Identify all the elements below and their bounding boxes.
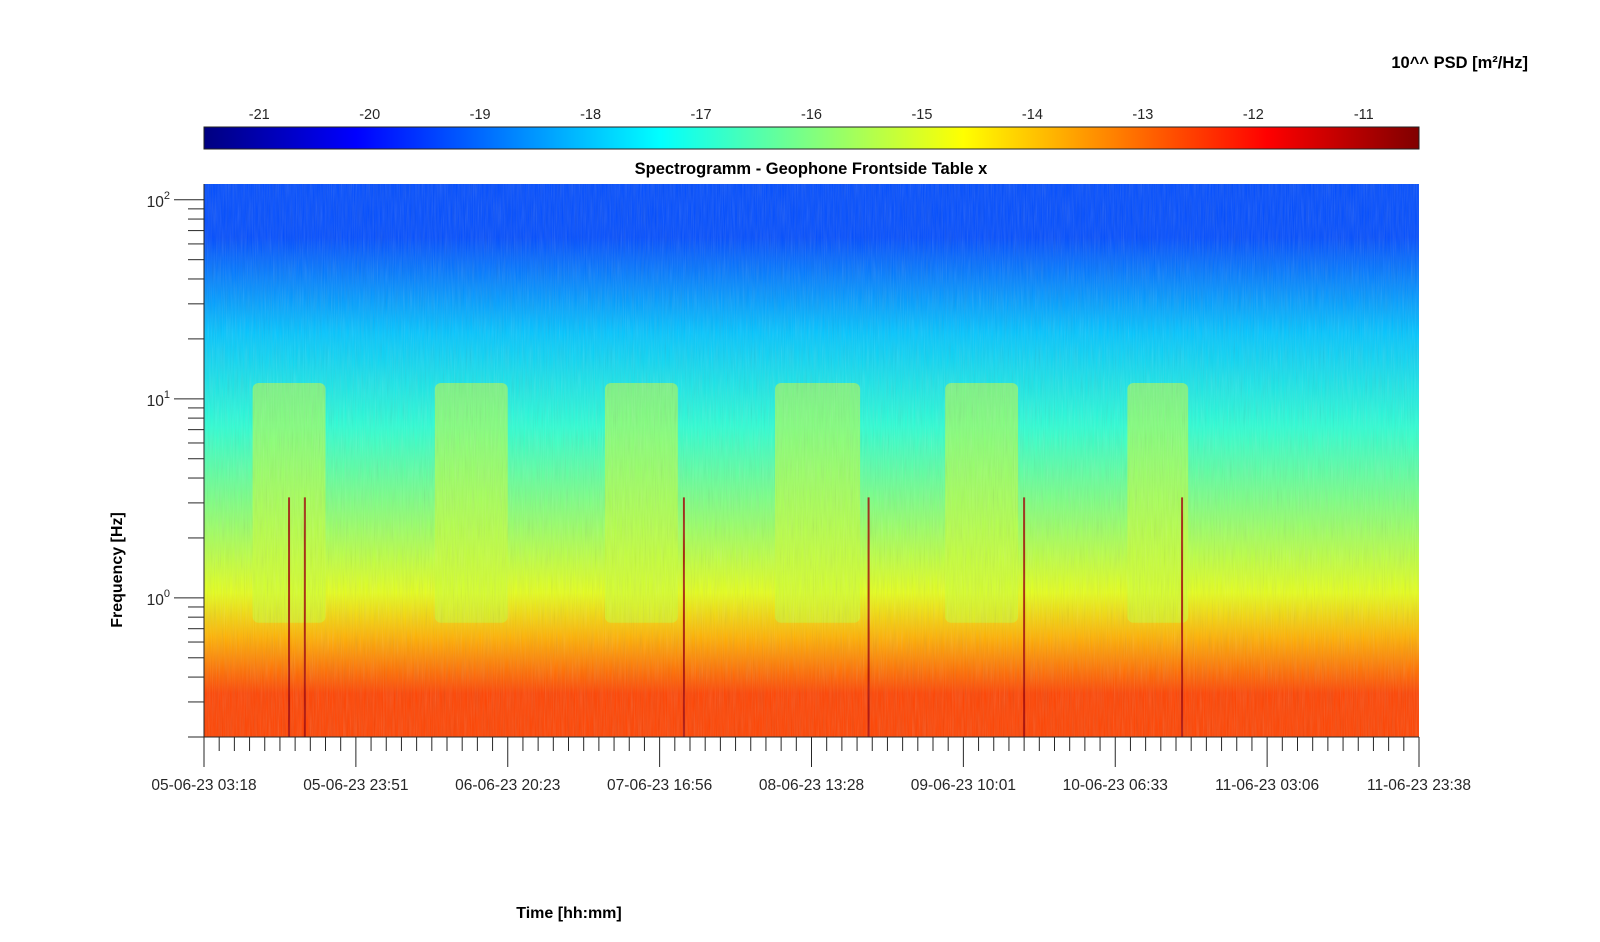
x-tick-label: 09-06-23 10:01: [911, 777, 1016, 794]
colorbar-tick-label: -13: [1132, 107, 1153, 123]
x-tick-label: 08-06-23 13:28: [759, 777, 864, 794]
chart-title: Spectrogramm - Geophone Frontside Table …: [635, 160, 988, 178]
colorbar-tick-label: -11: [1354, 107, 1374, 123]
y-axis: 100 101 102: [147, 184, 205, 738]
x-tick-label: 11-06-23 23:38: [1367, 777, 1471, 794]
y-tick-label: 101: [147, 389, 170, 410]
colorbar-tick-label: -14: [1022, 107, 1043, 123]
y-tick-label: 102: [147, 190, 170, 211]
colorbar-ticks: -21 -20 -19 -18 -17 -16 -15 -14 -13 -12 -11: [249, 107, 1374, 136]
spectrogram-plot-area: [204, 184, 1419, 737]
colorbar-tick-label: -12: [1243, 107, 1264, 123]
colorbar-tick-label: -15: [911, 107, 932, 123]
colorbar-unit-label: 10^^ PSD [m²/Hz]: [1391, 54, 1528, 72]
spectrogram-noise-texture: [204, 184, 1419, 737]
x-axis-label: Time [hh:mm]: [516, 905, 621, 922]
x-tick-label: 05-06-23 23:51: [303, 777, 408, 794]
x-tick-label: 11-06-23 03:06: [1215, 777, 1319, 794]
colorbar-tick-label: -18: [580, 107, 601, 123]
colorbar-tick-label: -20: [359, 107, 380, 123]
x-tick-label: 05-06-23 03:18: [151, 777, 256, 794]
colorbar: [203, 126, 1420, 150]
y-tick-label: 100: [147, 588, 170, 609]
colorbar-tick-label: -21: [249, 107, 270, 123]
x-tick-label: 07-06-23 16:56: [607, 777, 712, 794]
x-tick-label: 06-06-23 20:23: [455, 777, 560, 794]
colorbar-tick-label: -16: [801, 107, 822, 123]
x-axis: 05-06-23 03:18 05-06-23 23:51 06-06-23 20:…: [151, 736, 1471, 794]
colorbar-tick-label: -17: [691, 107, 712, 123]
y-axis-label: Frequency [Hz]: [109, 512, 126, 628]
x-tick-label: 10-06-23 06:33: [1063, 777, 1168, 794]
colorbar-tick-label: -19: [470, 107, 491, 123]
